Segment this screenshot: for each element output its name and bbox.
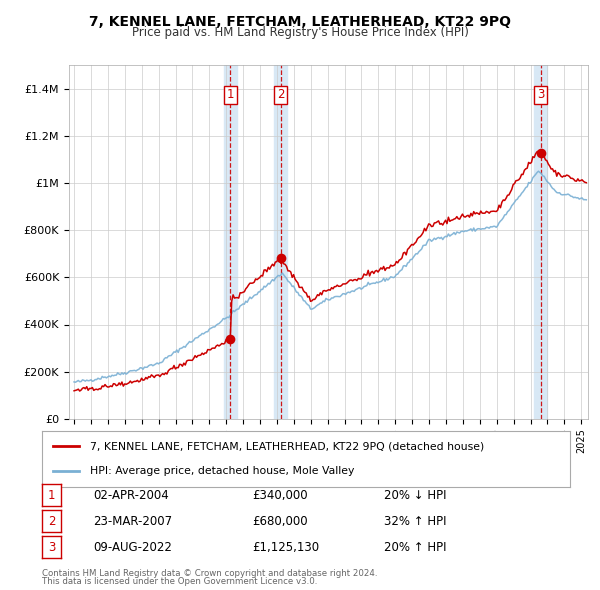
Text: 20% ↑ HPI: 20% ↑ HPI bbox=[384, 540, 446, 554]
Text: Contains HM Land Registry data © Crown copyright and database right 2024.: Contains HM Land Registry data © Crown c… bbox=[42, 569, 377, 578]
Text: 7, KENNEL LANE, FETCHAM, LEATHERHEAD, KT22 9PQ (detached house): 7, KENNEL LANE, FETCHAM, LEATHERHEAD, KT… bbox=[89, 441, 484, 451]
Text: 20% ↓ HPI: 20% ↓ HPI bbox=[384, 489, 446, 502]
Bar bbox=[274, 65, 287, 419]
Text: £340,000: £340,000 bbox=[252, 489, 308, 502]
Text: 09-AUG-2022: 09-AUG-2022 bbox=[93, 540, 172, 554]
Text: 02-APR-2004: 02-APR-2004 bbox=[93, 489, 169, 502]
Text: HPI: Average price, detached house, Mole Valley: HPI: Average price, detached house, Mole… bbox=[89, 466, 354, 476]
Text: 7, KENNEL LANE, FETCHAM, LEATHERHEAD, KT22 9PQ: 7, KENNEL LANE, FETCHAM, LEATHERHEAD, KT… bbox=[89, 15, 511, 29]
Text: Price paid vs. HM Land Registry's House Price Index (HPI): Price paid vs. HM Land Registry's House … bbox=[131, 26, 469, 39]
Text: 23-MAR-2007: 23-MAR-2007 bbox=[93, 514, 172, 528]
Text: £680,000: £680,000 bbox=[252, 514, 308, 528]
Bar bbox=[224, 65, 237, 419]
Text: 1: 1 bbox=[48, 489, 55, 502]
Text: 2: 2 bbox=[48, 514, 55, 528]
Text: 1: 1 bbox=[227, 88, 234, 101]
Text: 2: 2 bbox=[277, 88, 284, 101]
Text: £1,125,130: £1,125,130 bbox=[252, 540, 319, 554]
Bar bbox=[534, 65, 547, 419]
Text: This data is licensed under the Open Government Licence v3.0.: This data is licensed under the Open Gov… bbox=[42, 577, 317, 586]
Text: 32% ↑ HPI: 32% ↑ HPI bbox=[384, 514, 446, 528]
Text: 3: 3 bbox=[48, 540, 55, 554]
Text: 3: 3 bbox=[537, 88, 544, 101]
